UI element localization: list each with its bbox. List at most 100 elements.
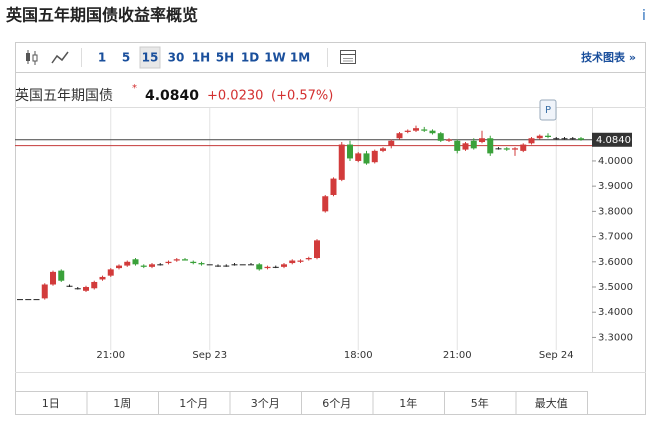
candle-body [569,138,576,140]
calendar-button[interactable] [340,50,356,64]
candle-body [25,299,32,301]
candle-body [371,150,378,163]
candle-body [17,299,23,301]
range-label: 3个月 [251,397,280,410]
candle-body [190,261,197,264]
x-tick-label: 21:00 [96,350,125,361]
candle-body [462,143,469,150]
candle-body [495,148,502,150]
candle-body [272,266,279,268]
range-label: 5年 [471,396,489,410]
interval-button[interactable]: 1D [241,51,259,65]
price-tag [592,132,632,147]
interval-button[interactable]: 1H [192,51,210,65]
interval-button[interactable]: 5H [216,51,234,65]
candle-body [182,259,188,261]
candle-body [322,196,329,212]
candle-body [380,148,386,151]
candle-body [561,138,568,140]
candle-body [396,133,403,139]
candle-body [132,259,139,265]
range-label: 1个月 [179,397,208,410]
event-marker[interactable] [539,99,557,121]
candle-body [454,140,461,151]
interval-button[interactable]: 1W [264,51,286,65]
interval-button[interactable]: 15 [142,51,159,65]
candle-body [520,144,527,151]
candle-body [41,284,48,299]
x-tick-label: Sep 23 [192,350,227,361]
candle-body [140,265,147,267]
candle-body [363,153,370,164]
candle-body [338,144,345,180]
candle-body [314,240,320,259]
candle-body [281,264,287,267]
x-tick-label: 21:00 [443,350,472,361]
candle-body [355,153,362,161]
candle-body [66,285,73,287]
y-tick-label: 3.8000 [598,206,633,217]
candle-body [470,140,477,149]
candle-body [297,260,304,262]
y-tick-label: 3.3000 [598,332,633,343]
candle-body [91,281,98,289]
y-tick-label: 3.6000 [598,257,633,268]
candle-body [512,148,518,150]
last-price: 4.0840 [145,88,199,104]
interval-button[interactable]: 30 [168,51,185,65]
candle-body [239,264,246,266]
range-label: 1日 [42,397,60,410]
range-label: 1年 [399,396,417,410]
interval-button[interactable]: 1 [98,51,106,65]
page-title: 英国五年期国债收益率概览 [5,6,198,25]
y-tick-label: 3.7000 [598,232,633,243]
candle-body [206,264,213,266]
y-tick-label: 3.9000 [598,181,633,192]
candle-body [74,288,81,290]
price-change: +0.0230 [207,89,263,104]
candle-body [173,259,180,261]
candle-body [256,264,263,270]
tech-chart-link[interactable]: 技术图表 » [581,50,636,64]
candle-body [107,269,114,276]
instrument-name: 英国五年期国债 [15,87,113,104]
candle-body [157,264,164,266]
candle-body [223,265,230,267]
candle-body [528,138,535,144]
candle-body [305,258,312,260]
candle-body [388,140,395,146]
y-tick-label: 3.4000 [598,307,633,318]
y-tick-label: 3.5000 [598,282,633,293]
candle-body [446,139,452,141]
range-label: 1周 [113,397,131,410]
candle-body [429,130,436,134]
candle-body [413,128,419,131]
candle-body [578,138,584,140]
interval-button[interactable]: 5 [122,51,130,65]
candle-body [58,270,65,281]
candle-body [479,138,485,143]
candle-body [545,135,551,137]
x-tick-label: 18:00 [344,350,373,361]
candle-body [149,264,155,267]
interval-selected-bg [139,46,161,69]
interval-button[interactable]: 1M [290,51,310,65]
candle-body [50,271,56,285]
info-button[interactable]: i [642,8,646,24]
candle-body [165,261,172,264]
candle-body [421,129,428,131]
range-label: 最大值 [535,396,568,410]
y-tick-label: 4.0000 [598,156,633,167]
event-marker-label: P [545,105,551,116]
candle-body [330,178,337,195]
live-indicator: * [132,83,137,94]
line-style-button[interactable] [51,51,69,64]
x-tick-label: Sep 24 [539,350,574,361]
candle-body [124,261,131,266]
candle-body [347,144,353,159]
candle-body [487,138,494,154]
range-button[interactable] [515,391,588,415]
candle-body [33,299,40,301]
candle-style-button[interactable] [26,50,38,65]
